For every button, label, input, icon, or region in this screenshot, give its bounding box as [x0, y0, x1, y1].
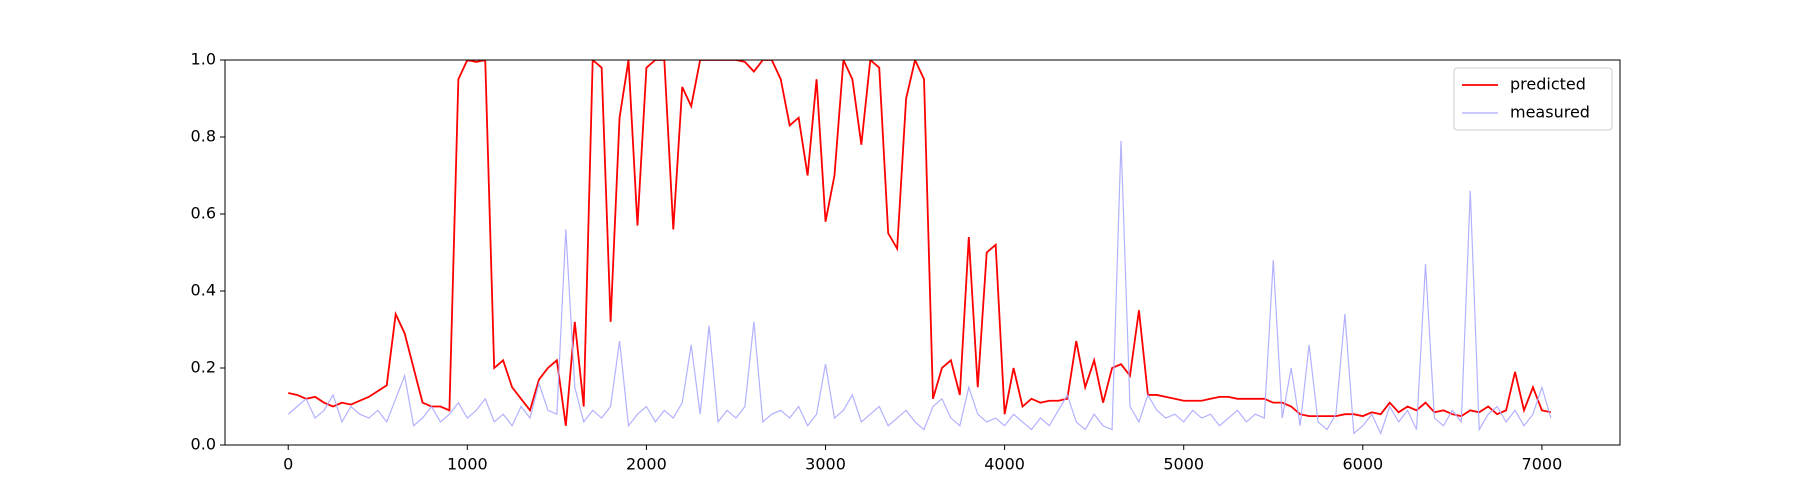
x-tick-label: 4000 [984, 455, 1025, 474]
x-tick-label: 5000 [1163, 455, 1204, 474]
x-tick-label: 0 [283, 455, 293, 474]
series-line [287, 140, 1552, 436]
x-tick-label: 7000 [1522, 455, 1563, 474]
plot-frame [224, 59, 1621, 446]
y-tick-label: 0.0 [191, 435, 216, 454]
x-tick-label: 2000 [626, 455, 667, 474]
x-tick-label: 1000 [447, 455, 488, 474]
y-tick-label: 1.0 [191, 50, 216, 69]
legend-box [1453, 67, 1613, 131]
x-tick-label: 6000 [1342, 455, 1383, 474]
x-tick-label: 3000 [805, 455, 846, 474]
series-line [288, 60, 1552, 426]
y-tick-label: 0.4 [191, 281, 216, 300]
y-tick-label: 0.8 [191, 127, 216, 146]
y-tick-label: 0.2 [191, 358, 216, 377]
legend-label: measured [1510, 103, 1590, 122]
legend-label: predicted [1510, 75, 1586, 94]
y-tick-label: 0.6 [191, 204, 216, 223]
